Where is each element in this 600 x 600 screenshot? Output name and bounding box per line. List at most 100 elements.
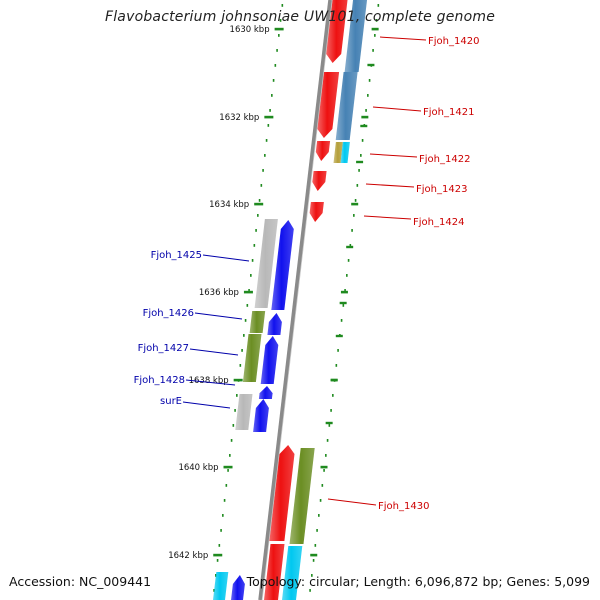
map-title: Flavobacterium johnsoniae UW101, complet… bbox=[104, 9, 496, 25]
ring-dot bbox=[351, 229, 353, 232]
scale-tick-mark bbox=[223, 465, 233, 469]
ring-dot bbox=[335, 364, 338, 367]
ring-dot bbox=[314, 544, 317, 547]
gene-fjoh-1420-arrow bbox=[326, 0, 348, 63]
ring-dot bbox=[344, 289, 346, 292]
ring-dot bbox=[358, 169, 360, 172]
ring-dot bbox=[349, 244, 352, 247]
scale-minor-tick bbox=[330, 378, 338, 382]
gene-fjoh-1427-olive-arrow bbox=[242, 334, 262, 382]
gene-fjoh-1423-arrow bbox=[312, 171, 327, 191]
scale-tick-mark bbox=[264, 115, 274, 119]
gene-leader-line bbox=[372, 106, 422, 112]
gene-label: Fjoh_1426 bbox=[143, 308, 194, 319]
ring-dot bbox=[312, 559, 315, 562]
gene-label: Fjoh_1425 bbox=[151, 250, 202, 261]
gene-steelblue-arrow-a bbox=[344, 0, 368, 72]
ring-dot bbox=[248, 289, 250, 292]
scale-tick-mark-right bbox=[310, 553, 318, 557]
ring-dot bbox=[265, 139, 268, 142]
gene-fjoh-1424-arrow bbox=[309, 202, 324, 222]
gene-fjoh-1427-arrow bbox=[260, 336, 279, 384]
ring-dot bbox=[243, 334, 245, 337]
gene-fjoh-1425-gray-arrow bbox=[254, 219, 278, 308]
ring-dot bbox=[218, 544, 221, 547]
ring-dot bbox=[229, 454, 231, 457]
ring-dot bbox=[213, 589, 215, 592]
gene-fjoh-1421b-arrow bbox=[335, 72, 358, 140]
ring-dot bbox=[222, 514, 224, 517]
ring-dot bbox=[368, 79, 371, 82]
ring-dot bbox=[274, 64, 277, 67]
gene-leader-line bbox=[369, 153, 418, 158]
ring-dot bbox=[346, 274, 348, 277]
scale-tick-label: 1640 kbp bbox=[178, 463, 218, 473]
scale-tick-mark-right bbox=[361, 115, 369, 119]
scale-tick-label: 1642 kbp bbox=[168, 551, 208, 561]
gene-fjoh-1426-arrow bbox=[267, 313, 282, 335]
scale-ticks: 1630 kbp 1632 kbp 1634 kbp 1636 kbp 1638 kbp… bbox=[168, 25, 379, 561]
ring-dot bbox=[225, 484, 228, 487]
ring-dot bbox=[279, 19, 282, 22]
scale-tick-label: 1632 kbp bbox=[219, 113, 259, 123]
scale-tick-mark bbox=[213, 553, 223, 557]
ring-dot bbox=[269, 109, 271, 112]
gene-leader-line bbox=[189, 348, 239, 356]
scale-tick-label: 1636 kbp bbox=[199, 288, 239, 298]
scale-minor-tick bbox=[360, 124, 368, 128]
ring-dot bbox=[353, 214, 355, 217]
gene-fjoh-1426-olive-arrow bbox=[249, 311, 266, 333]
ring-dot bbox=[244, 319, 247, 322]
gene-fjoh-1430-arrow bbox=[269, 445, 295, 541]
gene-fjoh-1422-red-arrow bbox=[315, 141, 331, 161]
ring-dot bbox=[272, 79, 275, 82]
ring-dot bbox=[215, 574, 217, 577]
ring-dot bbox=[325, 454, 327, 457]
scale-tick-mark-right bbox=[371, 27, 379, 31]
ring-dot bbox=[323, 469, 325, 472]
ring-dot bbox=[326, 439, 329, 442]
scale-tick-mark bbox=[243, 290, 253, 294]
ring-dot bbox=[356, 184, 359, 187]
ring-dot bbox=[328, 424, 331, 427]
gene-leader-line bbox=[365, 183, 415, 188]
ring-dot bbox=[239, 364, 242, 367]
gene-leader-line bbox=[363, 215, 412, 220]
gene-leader-line bbox=[194, 312, 243, 320]
gene-leader-line bbox=[185, 379, 236, 386]
ring-dot bbox=[361, 139, 364, 142]
ring-dot bbox=[360, 154, 362, 157]
scale-minor-tick bbox=[325, 421, 333, 425]
ring-dot bbox=[264, 154, 266, 157]
ring-dot bbox=[375, 19, 378, 22]
ring-dot bbox=[332, 394, 334, 397]
ring-dot bbox=[262, 169, 264, 172]
scale-minor-tick bbox=[346, 245, 354, 249]
ring-dot bbox=[271, 94, 273, 97]
gene-leader-line bbox=[327, 498, 377, 506]
ring-dot bbox=[232, 424, 235, 427]
gene-label: Fjoh_1427 bbox=[138, 343, 189, 354]
ring-dot bbox=[319, 499, 322, 502]
scale-minor-tick bbox=[367, 63, 375, 67]
ring-dot bbox=[227, 469, 229, 472]
ring-dot bbox=[347, 259, 350, 262]
scale-tick-mark-right bbox=[340, 290, 348, 294]
ring-dot bbox=[267, 124, 270, 127]
gene-sure-arrow bbox=[253, 399, 269, 432]
gene-red-bottom-arrow bbox=[264, 544, 285, 600]
gene-leader-line bbox=[182, 401, 231, 409]
ring-dot bbox=[251, 259, 254, 262]
scale-tick-label: 1634 kbp bbox=[209, 200, 249, 210]
ring-dot bbox=[230, 439, 233, 442]
scale-tick-mark bbox=[233, 378, 243, 382]
gene-cyan-bottom-arrow bbox=[282, 546, 303, 600]
ring-dot bbox=[255, 229, 257, 232]
scale-tick-mark bbox=[254, 202, 264, 206]
gene-label: Fjoh_1421 bbox=[423, 107, 474, 118]
ring-dot bbox=[340, 319, 343, 322]
genome-backbone bbox=[258, 0, 332, 600]
scale-tick-mark-right bbox=[320, 465, 328, 469]
scale-tick-label: 1638 kbp bbox=[189, 376, 229, 386]
ring-dot bbox=[246, 304, 249, 307]
